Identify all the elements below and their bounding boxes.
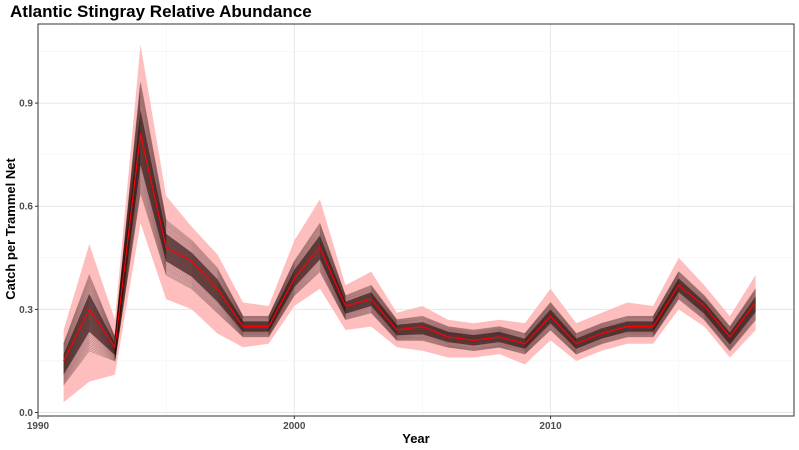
- replicate-line: [63, 175, 756, 380]
- replicate-line: [63, 98, 756, 351]
- y-tick-label: 0.0: [19, 408, 33, 419]
- median-line: [63, 133, 757, 362]
- replicate-line: [63, 85, 756, 345]
- replicate-line: [63, 87, 756, 347]
- plot-border: [37, 23, 795, 417]
- replicate-line: [63, 82, 756, 344]
- replicate-line: [63, 93, 756, 349]
- y-axis: 0.0 0.3 0.6 0.9: [19, 99, 38, 419]
- replicate-line: [63, 107, 756, 354]
- replicate-line: [63, 192, 756, 386]
- replicate-line: [63, 170, 756, 378]
- y-tick-label: 0.3: [19, 305, 33, 316]
- replicate-line: [63, 181, 756, 382]
- replicate-line: [63, 104, 756, 353]
- replicate-line: [63, 186, 756, 384]
- y-tick-label: 0.6: [19, 202, 33, 213]
- x-tick-label: 2000: [283, 421, 306, 432]
- y-tick-label: 0.9: [19, 99, 33, 110]
- x-tick-label: 1990: [27, 421, 50, 432]
- replicate-line: [63, 184, 756, 383]
- replicate-line: [63, 90, 756, 348]
- replicate-line: [63, 189, 756, 385]
- replicate-line: [63, 167, 756, 377]
- chart-title: Atlantic Stingray Relative Abundance: [10, 2, 312, 21]
- replicate-line: [63, 173, 756, 379]
- y-axis-title: Catch per Trammel Net: [3, 158, 18, 300]
- series-lines: [63, 82, 757, 386]
- replicate-line: [63, 96, 756, 350]
- x-tick-label: 2010: [539, 421, 562, 432]
- x-axis-title: Year: [402, 431, 429, 446]
- replicate-line: [63, 178, 756, 381]
- x-axis: 1990 2000 2010: [27, 416, 562, 432]
- replicate-line: [63, 101, 756, 352]
